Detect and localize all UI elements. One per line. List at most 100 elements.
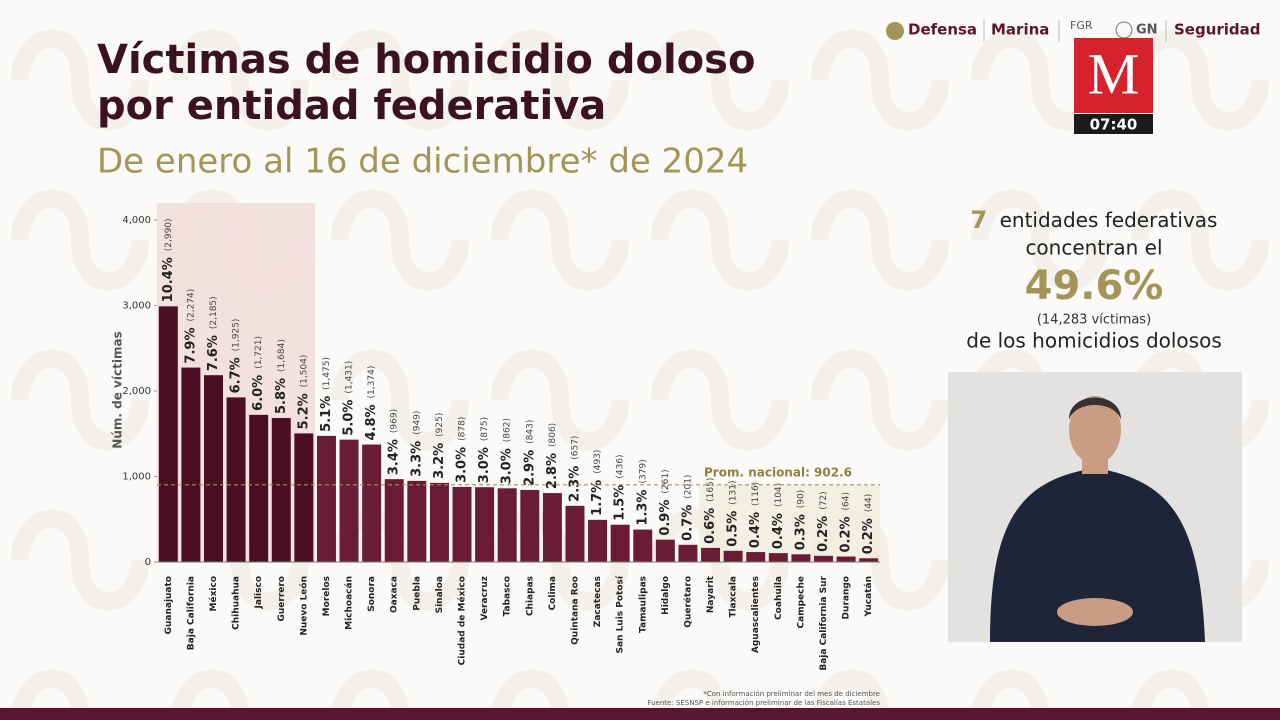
percentage-label: 3.3% — [409, 441, 424, 477]
x-tick-label: Durango — [842, 576, 852, 619]
value-label: (1,925) — [232, 319, 242, 352]
bar — [678, 544, 698, 562]
summary-panel: 7 entidades federativas concentran el 49… — [966, 206, 1222, 353]
x-tick-label: Ciudad de México — [457, 576, 468, 665]
value-label: (493) — [593, 450, 603, 474]
x-tick-label: Nuevo León — [298, 576, 309, 636]
bottom-strip — [0, 708, 1280, 720]
x-tick-label: Jalisco — [254, 576, 264, 609]
percentage-label: 6.0% — [251, 375, 266, 411]
percentage-label: 2.8% — [545, 453, 560, 489]
bar — [723, 550, 743, 562]
bar — [362, 444, 382, 562]
bar — [768, 553, 788, 562]
percentage-label: 10.4% — [161, 257, 176, 302]
x-tick-label: Puebla — [412, 576, 422, 611]
percentage-label: 0.2% — [839, 516, 854, 552]
percentage-label: 6.7% — [229, 357, 244, 393]
bar — [452, 486, 472, 562]
value-label: (72) — [819, 491, 829, 509]
bar — [588, 519, 608, 562]
value-label: (2,185) — [209, 296, 219, 329]
value-label: (1,374) — [367, 366, 377, 399]
y-tick-label: 1,000 — [122, 472, 151, 483]
logo-text: Marina — [991, 21, 1049, 39]
x-tick-label: Nayarit — [706, 575, 716, 613]
bar — [791, 554, 811, 562]
y-tick-label: 4,000 — [122, 215, 151, 226]
bar — [520, 489, 540, 562]
value-label: (131) — [729, 481, 739, 505]
value-label: (44) — [864, 494, 874, 512]
value-label: (201) — [683, 475, 693, 499]
bar — [181, 367, 201, 562]
logo-text: Defensa — [908, 21, 977, 39]
x-tick-label: Veracruz — [480, 576, 490, 621]
person-head — [1069, 396, 1121, 464]
percentage-label: 0.6% — [703, 508, 718, 544]
value-label: (862) — [503, 418, 513, 442]
percentage-label: 5.2% — [296, 393, 311, 429]
value-label: (261) — [661, 469, 671, 493]
x-tick-label: San Luis Potosí — [616, 575, 626, 653]
logo-text: GN — [1136, 23, 1158, 38]
percentage-label: 0.3% — [793, 514, 808, 550]
value-label: (875) — [480, 417, 490, 441]
bar — [475, 487, 495, 562]
value-label: (165) — [706, 478, 716, 502]
x-tick-label: Michoacán — [345, 576, 355, 630]
value-label: (949) — [412, 411, 422, 435]
percentage-label: 1.3% — [635, 490, 650, 526]
percentage-label: 0.9% — [658, 500, 673, 536]
chart-title: por entidad federativa — [97, 83, 606, 129]
x-tick-label: Chihuahua — [232, 576, 242, 630]
value-label: (1,684) — [277, 339, 287, 372]
x-tick-label: Guerrero — [277, 576, 287, 622]
value-label: (379) — [638, 459, 648, 483]
x-tick-label: Colima — [548, 576, 558, 610]
clock: 07:40 — [1090, 116, 1138, 134]
footnote: *Con información preliminar del mes de d… — [703, 690, 880, 698]
bar — [836, 556, 856, 562]
person-body — [990, 468, 1205, 642]
percentage-label: 7.6% — [206, 335, 221, 371]
percentage-label: 0.4% — [748, 512, 763, 548]
value-label: (104) — [774, 483, 784, 507]
x-tick-label: Querétaro — [682, 576, 693, 628]
bar — [339, 439, 359, 562]
value-label: (64) — [842, 492, 852, 510]
interpreter-video — [948, 372, 1242, 642]
value-label: (1,475) — [322, 357, 332, 390]
channel-letter: M — [1088, 41, 1140, 106]
value-label: (1,431) — [345, 361, 355, 394]
bar — [814, 555, 834, 562]
x-tick-label: Chiapas — [525, 576, 535, 616]
bar — [158, 306, 178, 562]
percentage-label: 1.5% — [613, 485, 628, 521]
bar — [316, 435, 336, 562]
bar — [610, 524, 630, 562]
x-tick-label: Baja California — [186, 576, 196, 650]
y-tick-label: 2,000 — [122, 386, 151, 397]
channel-logo — [1074, 38, 1153, 113]
percentage-label: 3.4% — [387, 439, 402, 475]
percentage-label: 5.8% — [274, 378, 289, 414]
panel-victims: (14,283 víctimas) — [1037, 313, 1151, 328]
x-tick-label: Hidalgo — [661, 576, 671, 615]
average-region — [699, 484, 880, 562]
value-label: (1,721) — [254, 336, 264, 369]
person-hair — [1068, 397, 1122, 420]
percentage-label: 5.1% — [319, 396, 334, 432]
percentage-label: 0.7% — [680, 505, 695, 541]
bar — [203, 375, 223, 562]
value-label: (969) — [390, 409, 400, 433]
bar — [407, 480, 427, 562]
percentage-label: 5.0% — [342, 400, 357, 436]
value-label: (2,274) — [186, 289, 196, 322]
x-tick-label: Morelos — [322, 576, 332, 616]
panel-count: 7 — [971, 206, 988, 234]
percentage-label: 2.3% — [567, 466, 582, 502]
percentage-label: 0.5% — [726, 511, 741, 547]
bar — [429, 482, 449, 562]
